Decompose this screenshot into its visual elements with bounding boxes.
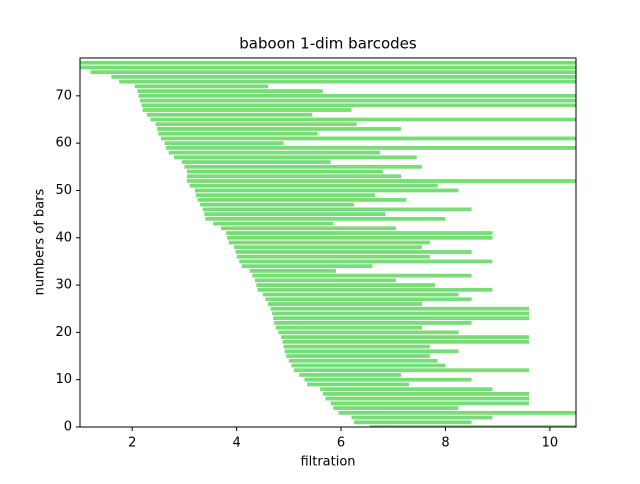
- x-axis-label: filtration: [300, 455, 355, 470]
- bar: [333, 406, 459, 410]
- bar: [137, 89, 323, 94]
- bar: [220, 226, 396, 231]
- y-tick-label: 40: [55, 230, 72, 245]
- bar: [204, 212, 386, 217]
- bar: [187, 174, 402, 179]
- bar: [273, 316, 530, 321]
- bar: [249, 268, 336, 273]
- bar: [283, 344, 430, 349]
- bar: [111, 75, 576, 79]
- bar: [241, 264, 373, 269]
- bar: [239, 259, 493, 264]
- bar: [80, 60, 576, 65]
- x-tick-label: 2: [128, 436, 136, 451]
- bar: [134, 84, 268, 89]
- bar: [299, 373, 402, 377]
- bar: [157, 127, 402, 131]
- chart-title: baboon 1-dim barcodes: [239, 35, 417, 53]
- bar: [291, 363, 446, 368]
- bar: [284, 349, 459, 354]
- bar: [119, 79, 576, 84]
- bar: [187, 179, 576, 183]
- bar: [227, 235, 493, 240]
- bar: [282, 339, 530, 344]
- y-tick-label: 10: [55, 372, 72, 387]
- bar: [194, 188, 459, 193]
- bar: [173, 155, 417, 160]
- bar: [142, 108, 352, 112]
- bar: [278, 330, 459, 335]
- bar: [294, 368, 530, 373]
- bar: [213, 221, 334, 226]
- y-tick-label: 0: [64, 420, 72, 435]
- bar: [158, 131, 318, 136]
- bar: [351, 415, 493, 420]
- bar: [338, 410, 576, 415]
- bar: [254, 278, 396, 283]
- y-tick-label: 20: [55, 325, 72, 340]
- bar: [90, 70, 576, 75]
- bar: [146, 112, 313, 117]
- bar: [325, 396, 530, 401]
- bar: [369, 425, 576, 427]
- bar: [200, 202, 355, 207]
- bar: [304, 377, 472, 382]
- bar: [288, 358, 438, 363]
- bar: [228, 240, 430, 245]
- bar: [252, 273, 472, 278]
- bar: [235, 250, 472, 254]
- bar: [168, 150, 381, 155]
- bar: [307, 382, 409, 387]
- bar: [322, 391, 530, 396]
- x-tick-label: 6: [337, 436, 345, 451]
- bar: [270, 306, 530, 311]
- bar: [150, 117, 576, 122]
- bar: [236, 254, 430, 259]
- bar: [141, 103, 576, 108]
- bar: [184, 164, 422, 169]
- bar: [265, 297, 472, 302]
- axes-frame: [79, 57, 577, 428]
- bar: [320, 387, 493, 392]
- bar: [234, 245, 422, 250]
- bar: [140, 98, 576, 103]
- bar: [330, 401, 530, 406]
- bar: [286, 354, 430, 358]
- bar: [272, 311, 530, 316]
- bar: [274, 321, 472, 325]
- bar: [197, 198, 407, 202]
- bar: [202, 207, 472, 212]
- bar: [155, 122, 357, 127]
- x-tick-label: 8: [441, 436, 449, 451]
- bar: [160, 136, 576, 141]
- bar: [275, 325, 422, 330]
- bar: [181, 160, 331, 164]
- plot-area: [80, 60, 576, 427]
- bar: [257, 287, 493, 292]
- y-tick-label: 50: [55, 183, 72, 198]
- bar: [267, 302, 422, 306]
- bar: [354, 420, 472, 425]
- x-tick-label: 4: [232, 436, 240, 451]
- bar: [80, 65, 576, 70]
- bar: [195, 193, 375, 198]
- bar: [262, 292, 459, 297]
- bar: [164, 141, 284, 146]
- bar: [281, 335, 530, 340]
- x-tick-label: 10: [542, 436, 559, 451]
- bar: [256, 283, 436, 287]
- bar: [187, 169, 383, 174]
- bar: [189, 183, 438, 188]
- bar: [138, 93, 576, 98]
- bar: [226, 231, 493, 235]
- y-axis-label: numbers of bars: [33, 188, 48, 295]
- bar: [205, 216, 446, 221]
- bar: [166, 145, 576, 150]
- y-tick-label: 60: [55, 136, 72, 151]
- y-tick-label: 70: [55, 88, 72, 103]
- y-tick-label: 30: [55, 278, 72, 293]
